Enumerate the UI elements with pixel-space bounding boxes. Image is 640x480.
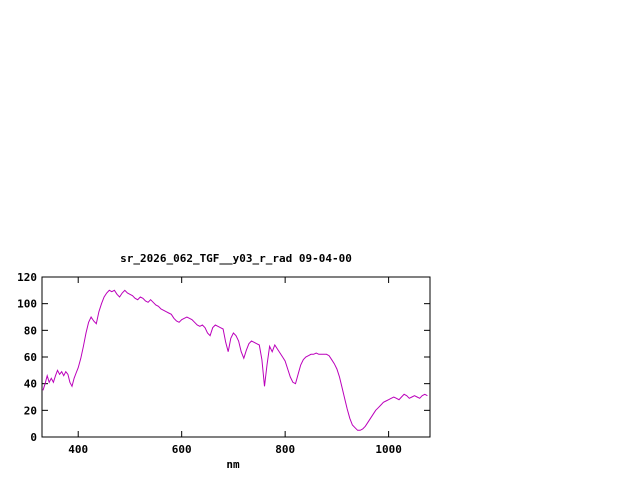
x-tick-label: 1000 bbox=[375, 443, 402, 456]
y-tick-label: 80 bbox=[24, 324, 37, 337]
y-tick-label: 20 bbox=[24, 404, 37, 417]
radiance-line bbox=[42, 289, 428, 431]
x-tick-label: 600 bbox=[172, 443, 192, 456]
y-tick-label: 0 bbox=[30, 431, 37, 444]
y-tick-label: 120 bbox=[17, 271, 37, 284]
y-tick-label: 60 bbox=[24, 351, 37, 364]
x-tick-label: 800 bbox=[275, 443, 295, 456]
plot-border bbox=[41, 276, 431, 438]
x-axis-label: nm bbox=[226, 458, 240, 471]
chart-title: sr_2026_062_TGF__y03_r_rad 09-04-00 bbox=[120, 252, 352, 265]
y-tick-label: 40 bbox=[24, 378, 37, 391]
plot-area: 400 600 800 1000 0 20 40 60 80 100 120 bbox=[17, 271, 431, 456]
y-tick-label: 100 bbox=[17, 298, 37, 311]
x-tick-label: 400 bbox=[68, 443, 88, 456]
